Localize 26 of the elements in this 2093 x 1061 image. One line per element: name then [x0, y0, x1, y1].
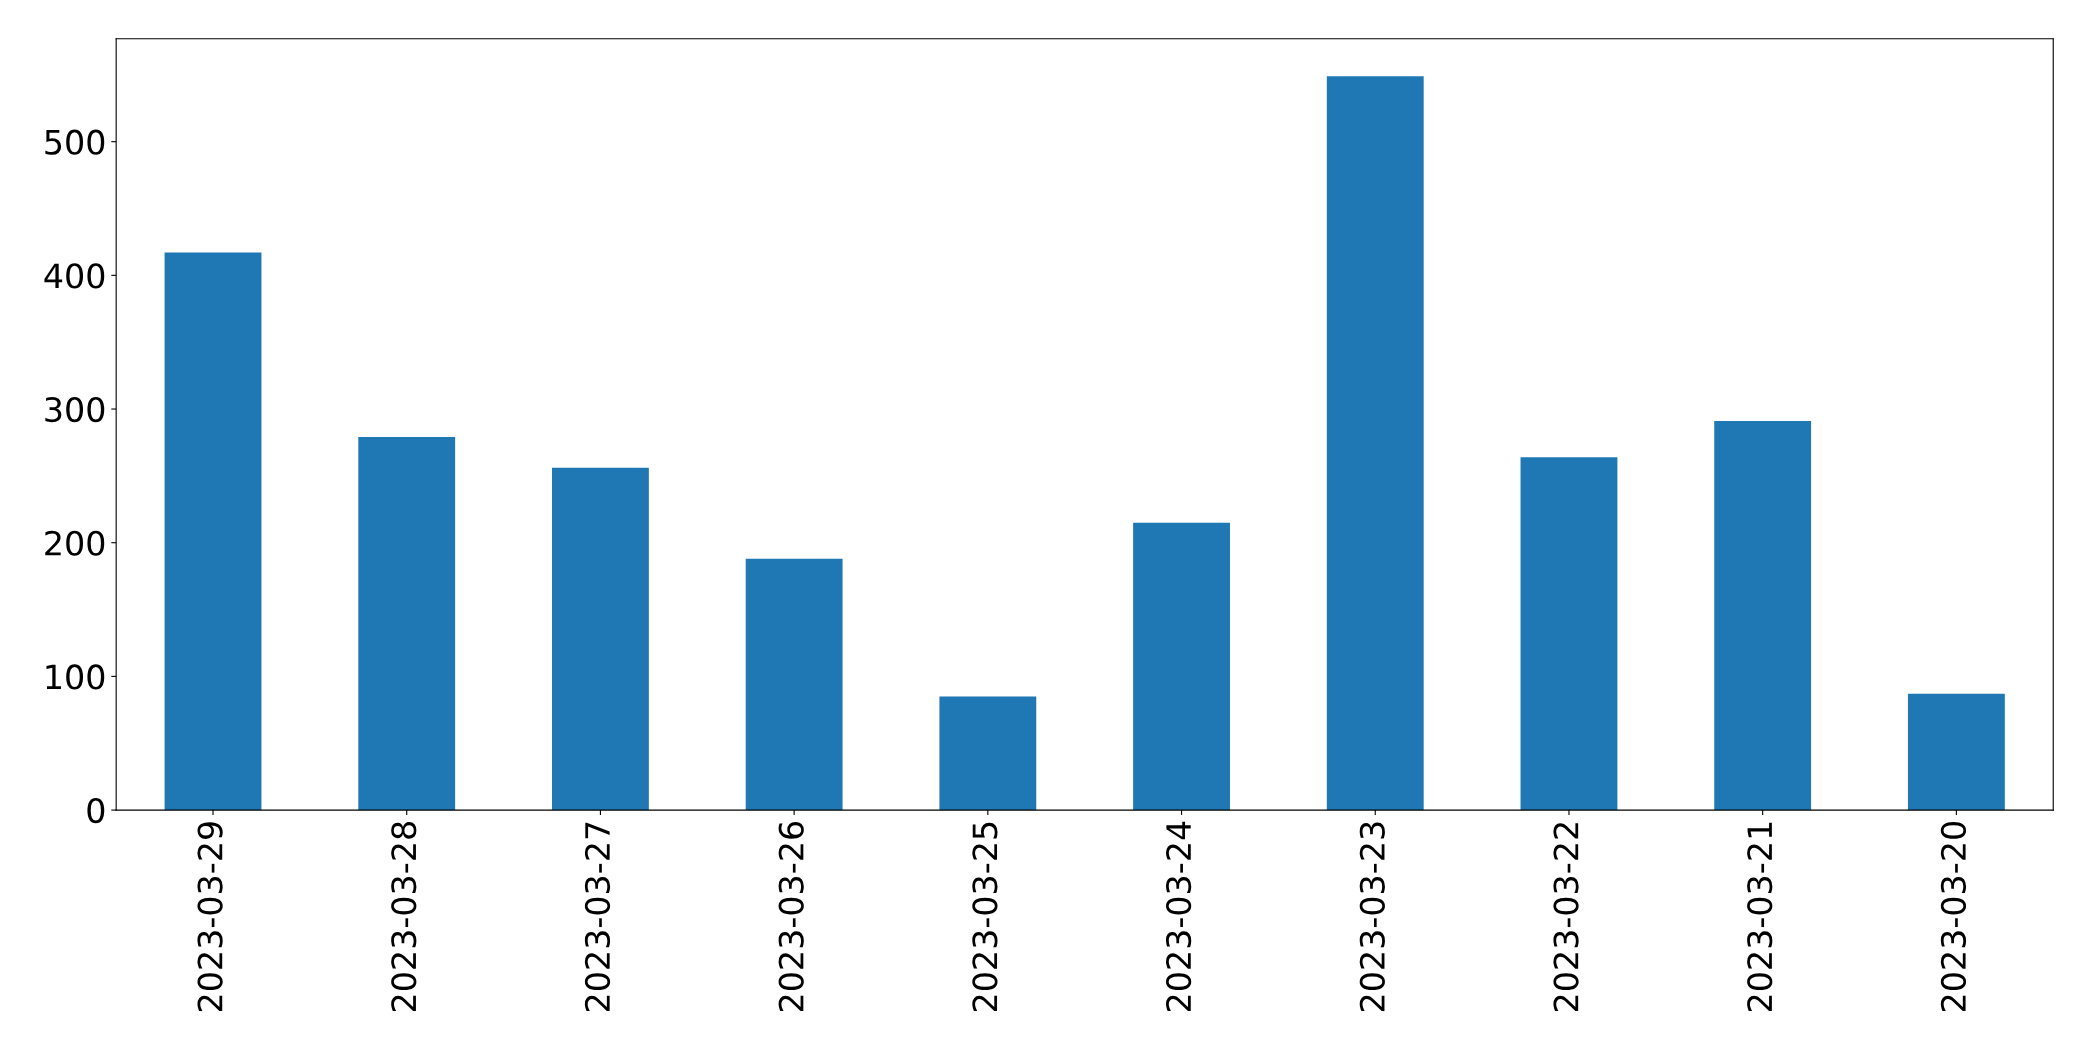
y-tick-label: 300 — [45, 396, 105, 423]
y-tick-label: 100 — [46, 664, 105, 690]
x-tick-label: 2023-03-27 — [584, 822, 611, 1012]
bar — [939, 696, 1037, 811]
bar — [1907, 693, 2005, 811]
x-tick-label: 2023-03-25 — [972, 822, 998, 1012]
x-tick-label: 2023-03-29 — [197, 822, 223, 1012]
y-tick-label: 400 — [44, 263, 105, 289]
bar — [1714, 421, 1812, 811]
x-tick-label: 2023-03-23 — [1359, 822, 1385, 1012]
x-tick-label: 2023-03-21 — [1747, 822, 1773, 1012]
bar — [1520, 457, 1618, 811]
bar — [1133, 522, 1230, 811]
bar — [164, 252, 262, 811]
x-tick-label: 2023-03-22 — [1553, 823, 1579, 1012]
bar — [552, 467, 649, 811]
x-tick-label: 2023-03-24 — [1166, 821, 1192, 1012]
bar — [1326, 76, 1424, 811]
y-tick-label: 500 — [45, 129, 105, 155]
bar — [358, 437, 456, 811]
y-tick-label: 0 — [87, 798, 105, 824]
x-tick-label: 2023-03-26 — [778, 821, 804, 1012]
x-tick-label: 2023-03-20 — [1940, 822, 1967, 1012]
y-tick-label: 200 — [45, 530, 105, 556]
bar — [745, 558, 843, 811]
x-tick-label: 2023-03-28 — [391, 822, 417, 1012]
